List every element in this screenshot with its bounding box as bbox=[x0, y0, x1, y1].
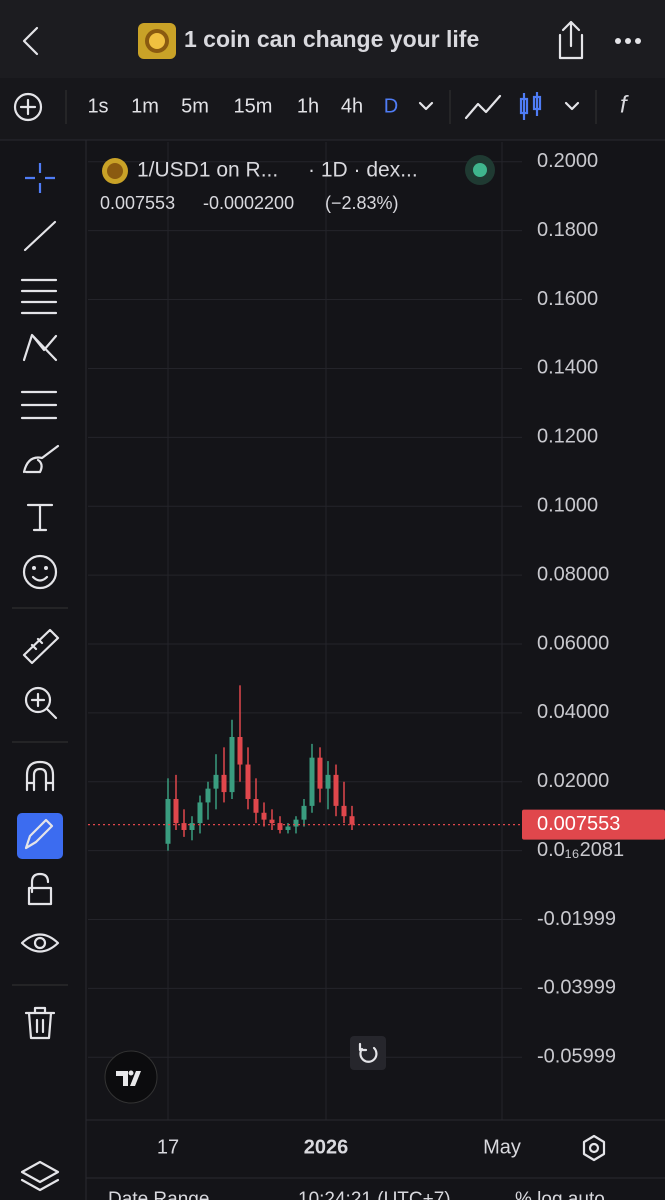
candle-body bbox=[253, 798, 259, 813]
magnet-tool[interactable] bbox=[25, 760, 55, 792]
candle-body bbox=[349, 816, 355, 825]
unlock-tool[interactable] bbox=[27, 872, 53, 906]
y-tick-label: 0.08000 bbox=[537, 563, 609, 585]
y-tick-label: 0.1200 bbox=[537, 426, 598, 448]
candle-body bbox=[245, 764, 251, 799]
y-tick-label: 0.1600 bbox=[537, 288, 598, 310]
coin-icon bbox=[138, 23, 176, 59]
candle-body bbox=[301, 805, 307, 820]
visibility-tool[interactable] bbox=[20, 933, 60, 953]
fx-button[interactable]: f bbox=[620, 91, 629, 118]
candle-body bbox=[229, 736, 235, 793]
line-style[interactable] bbox=[464, 94, 502, 120]
y-tick-label: 0.0₁₆2081 bbox=[537, 839, 624, 861]
style-dropdown[interactable] bbox=[564, 101, 580, 111]
candle-body bbox=[181, 823, 187, 830]
timeframe[interactable]: 4h bbox=[341, 95, 363, 117]
x-tick-label: May bbox=[483, 1136, 521, 1158]
timeframe[interactable]: 1h bbox=[297, 95, 319, 117]
delete-tool[interactable] bbox=[24, 1006, 56, 1040]
y-tick-label: 0.04000 bbox=[537, 701, 609, 723]
candle-body bbox=[325, 774, 331, 789]
lock-drawing-tool[interactable] bbox=[17, 813, 63, 859]
projection-tool[interactable] bbox=[20, 390, 58, 420]
nav-bar bbox=[0, 0, 665, 78]
candle-body bbox=[237, 736, 243, 765]
x-tick-label: 2026 bbox=[304, 1136, 349, 1158]
candle-body bbox=[173, 798, 179, 824]
emoji-tool[interactable] bbox=[22, 554, 58, 590]
candle-body bbox=[285, 826, 291, 830]
candle-body bbox=[293, 819, 299, 827]
timeframe[interactable]: 1s bbox=[87, 95, 108, 117]
candle-body bbox=[317, 757, 323, 789]
time: 10:24:21 (UTC+7) bbox=[298, 1189, 451, 1200]
crosshair-tool[interactable] bbox=[25, 163, 55, 193]
tf-dropdown[interactable] bbox=[418, 101, 434, 111]
y-tick-label: -0.05999 bbox=[537, 1046, 616, 1068]
brush-tool[interactable] bbox=[22, 444, 60, 474]
x-tick-label: 17 bbox=[157, 1136, 179, 1158]
last-price-label: 0.007553 bbox=[537, 813, 620, 835]
last-price-box bbox=[522, 809, 665, 840]
y-tick-label: 0.02000 bbox=[537, 770, 609, 792]
change: -0.0002200 bbox=[203, 193, 294, 213]
reset-button[interactable] bbox=[350, 1036, 386, 1070]
layers-button[interactable] bbox=[20, 1160, 60, 1192]
candle-body bbox=[261, 812, 267, 820]
y-tick-label: 0.1400 bbox=[537, 357, 598, 379]
candle-body bbox=[277, 823, 283, 830]
y-tick-label: 0.1000 bbox=[537, 494, 598, 516]
page-title: 1 coin can change your life bbox=[184, 26, 479, 52]
timeframe[interactable]: 1m bbox=[131, 95, 159, 117]
candle-body bbox=[189, 823, 195, 830]
left-tools bbox=[12, 163, 68, 1192]
candle-body bbox=[333, 774, 339, 806]
candle-body bbox=[269, 819, 275, 824]
status-dot bbox=[473, 163, 487, 177]
pattern-tool[interactable] bbox=[22, 333, 58, 362]
add-indicator[interactable] bbox=[13, 92, 43, 122]
fib-tool[interactable] bbox=[20, 278, 58, 315]
y-tick-label: 0.1800 bbox=[537, 219, 598, 241]
share-button[interactable] bbox=[558, 20, 584, 60]
ruler-tool[interactable] bbox=[22, 628, 60, 665]
timeframe[interactable]: 5m bbox=[181, 95, 209, 117]
trendline-tool[interactable] bbox=[23, 220, 57, 252]
last-value: 0.007553 bbox=[100, 193, 175, 213]
tv-logo bbox=[104, 1050, 158, 1104]
candle-body bbox=[341, 805, 347, 817]
candle-style[interactable] bbox=[519, 92, 542, 120]
y-tick-label: -0.01999 bbox=[537, 908, 616, 930]
candle-body bbox=[213, 774, 219, 789]
toolbar bbox=[0, 78, 665, 140]
candle-body bbox=[205, 788, 211, 803]
candle-body bbox=[309, 757, 315, 806]
change-percent: (−2.83%) bbox=[325, 193, 399, 213]
y-tick-label: 0.06000 bbox=[537, 632, 609, 654]
timeframe[interactable]: 15m bbox=[234, 95, 273, 117]
text-tool[interactable] bbox=[26, 503, 54, 532]
back-button[interactable] bbox=[22, 26, 39, 56]
timeframe[interactable]: D bbox=[384, 95, 398, 117]
legend: 1/USD1 on R... · 1D · dex... 0.007553 -0… bbox=[100, 155, 495, 213]
candle-body bbox=[221, 774, 227, 793]
y-tick-label: 0.2000 bbox=[537, 150, 598, 172]
scale-options[interactable]: % log auto bbox=[515, 1189, 605, 1200]
symbol: 1/USD1 on R... bbox=[137, 159, 278, 182]
interval: · 1D · dex... bbox=[308, 159, 418, 182]
candle-body bbox=[197, 802, 203, 824]
more-button[interactable] bbox=[615, 38, 641, 44]
date-range[interactable]: Date Range ⌄ bbox=[108, 1189, 231, 1200]
zoom-tool[interactable] bbox=[24, 686, 58, 720]
y-tick-label: -0.03999 bbox=[537, 977, 616, 999]
settings-button[interactable] bbox=[582, 1134, 606, 1162]
candle-body bbox=[165, 798, 171, 844]
